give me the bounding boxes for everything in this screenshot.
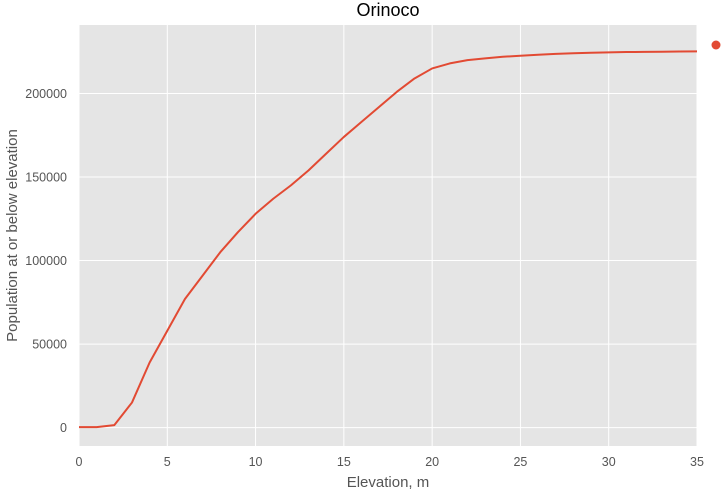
- plot-area: [79, 25, 697, 446]
- chart-title: Orinoco: [356, 0, 419, 20]
- y-tick-label: 50000: [32, 338, 67, 352]
- x-gridlines: [78, 25, 698, 446]
- x-tick-labels: 0 5 10 15 20 25 30 35: [76, 455, 704, 469]
- x-tick-label: 35: [690, 455, 704, 469]
- y-tick-label: 100000: [25, 254, 67, 268]
- y-tick-label: 0: [60, 421, 67, 435]
- x-tick-label: 25: [513, 455, 527, 469]
- x-tick-label: 15: [337, 455, 351, 469]
- y-tick-labels: 0 50000 100000 150000 200000: [25, 87, 67, 435]
- y-tick-label: 200000: [25, 87, 67, 101]
- x-tick-label: 30: [602, 455, 616, 469]
- y-gridlines: [79, 92, 697, 429]
- y-axis-label: Population at or below elevation: [4, 129, 21, 342]
- y-tick-label: 150000: [25, 171, 67, 185]
- x-tick-label: 5: [164, 455, 171, 469]
- x-tick-label: 0: [76, 455, 83, 469]
- x-tick-label: 10: [249, 455, 263, 469]
- x-axis-label: Elevation, m: [347, 474, 430, 491]
- x-tick-label: 20: [425, 455, 439, 469]
- legend-marker: [711, 40, 721, 50]
- series-line: [79, 50, 698, 429]
